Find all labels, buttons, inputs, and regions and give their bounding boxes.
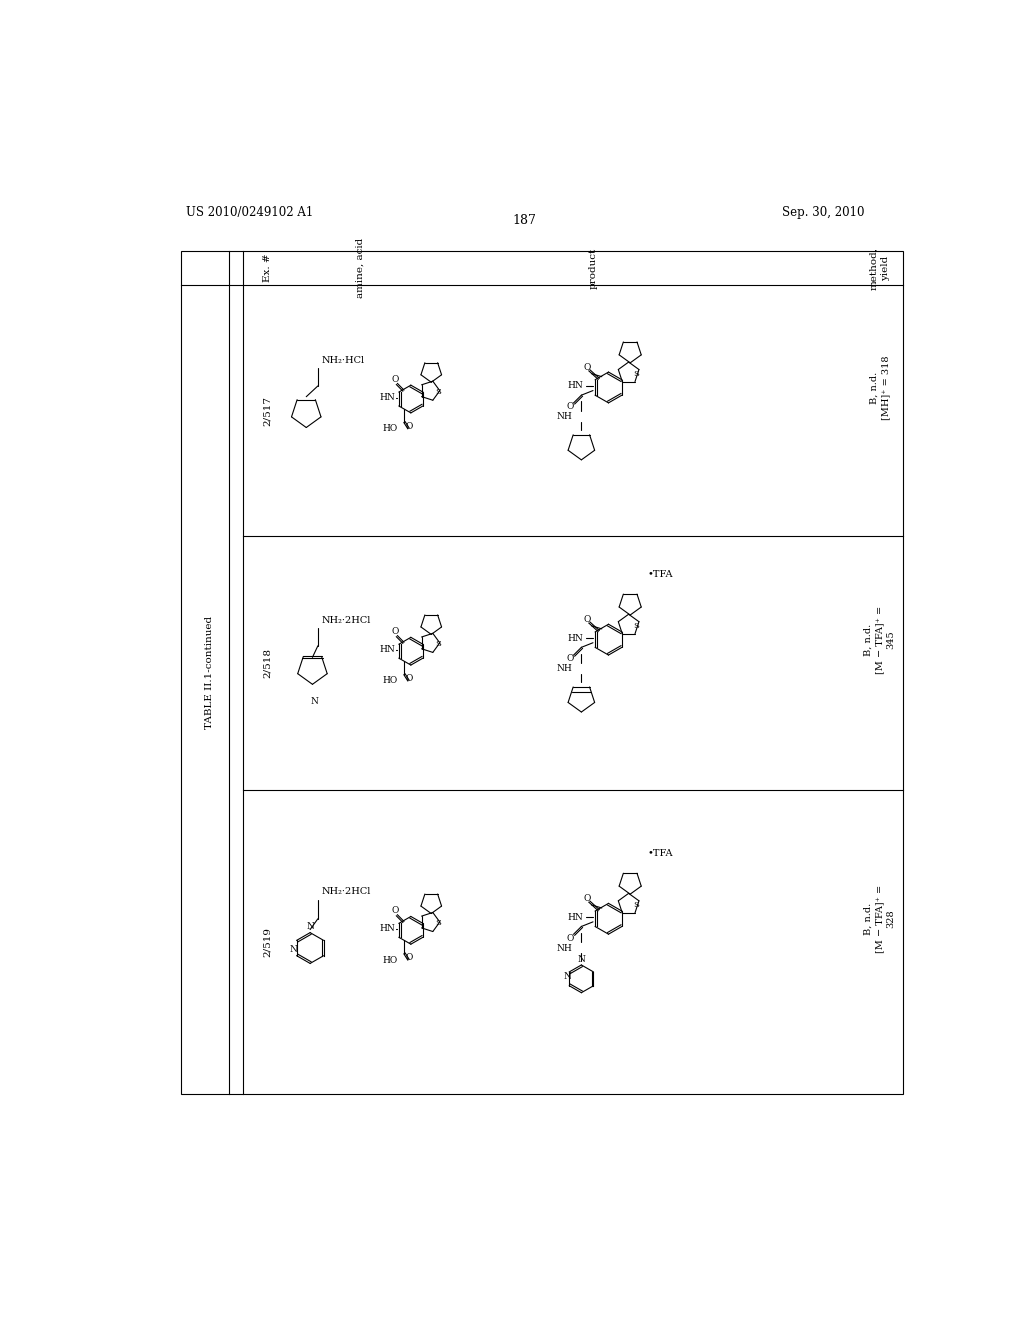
Text: O: O	[567, 403, 574, 412]
Text: S: S	[435, 640, 441, 648]
Text: HN: HN	[379, 645, 395, 655]
Text: •TFA: •TFA	[647, 570, 673, 578]
Text: S: S	[435, 919, 441, 927]
Text: N: N	[289, 945, 297, 954]
Text: S: S	[633, 902, 639, 909]
Text: NH₂·2HCl: NH₂·2HCl	[322, 616, 371, 624]
Text: Sep. 30, 2010: Sep. 30, 2010	[781, 206, 864, 219]
Text: HN: HN	[379, 393, 395, 403]
Text: N: N	[306, 921, 314, 931]
Text: HN: HN	[568, 912, 584, 921]
Text: O: O	[406, 953, 413, 962]
Text: O: O	[406, 675, 413, 684]
Text: US 2010/0249102 A1: US 2010/0249102 A1	[186, 206, 313, 219]
Text: Ex. #: Ex. #	[263, 253, 272, 282]
Text: B, n.d.
[MH]⁺ = 318: B, n.d. [MH]⁺ = 318	[869, 355, 890, 420]
Text: N: N	[578, 956, 586, 964]
Text: S: S	[633, 622, 639, 630]
Text: method,
yield: method, yield	[869, 247, 890, 289]
Text: NH: NH	[556, 944, 572, 953]
Text: 2/518: 2/518	[263, 648, 272, 677]
Text: S: S	[633, 370, 639, 378]
Text: NH: NH	[556, 664, 572, 673]
Text: O: O	[391, 907, 398, 916]
Text: HN: HN	[379, 924, 395, 933]
Text: NH₂·HCl: NH₂·HCl	[322, 356, 365, 366]
Text: O: O	[567, 933, 574, 942]
Text: S: S	[435, 388, 441, 396]
Text: 187: 187	[513, 214, 537, 227]
Text: NH₂·2HCl: NH₂·2HCl	[322, 887, 371, 896]
Text: HO: HO	[382, 956, 397, 965]
Text: O: O	[391, 375, 398, 384]
Text: O: O	[584, 615, 591, 624]
Text: HO: HO	[382, 424, 397, 433]
Text: O: O	[406, 422, 413, 430]
Text: O: O	[584, 894, 591, 903]
Text: product: product	[589, 248, 597, 289]
Text: NH: NH	[556, 412, 572, 421]
Text: •TFA: •TFA	[647, 849, 673, 858]
Text: O: O	[567, 655, 574, 664]
Text: TABLE II.1-continued: TABLE II.1-continued	[205, 616, 214, 729]
Text: 2/517: 2/517	[263, 396, 272, 425]
Text: HN: HN	[568, 381, 584, 391]
Text: N: N	[563, 972, 571, 981]
Bar	[180, 251, 903, 1094]
Text: O: O	[391, 627, 398, 636]
Text: HN: HN	[568, 634, 584, 643]
Text: amine, acid: amine, acid	[356, 238, 365, 298]
Text: O: O	[584, 363, 591, 372]
Text: N: N	[310, 697, 317, 706]
Text: HO: HO	[382, 676, 397, 685]
Text: B, n.d.
[M − TFA]⁺ =
328: B, n.d. [M − TFA]⁺ = 328	[864, 884, 895, 953]
Text: B, n.d.
[M − TFA]⁺ =
345: B, n.d. [M − TFA]⁺ = 345	[864, 606, 895, 673]
Text: 2/519: 2/519	[263, 927, 272, 957]
